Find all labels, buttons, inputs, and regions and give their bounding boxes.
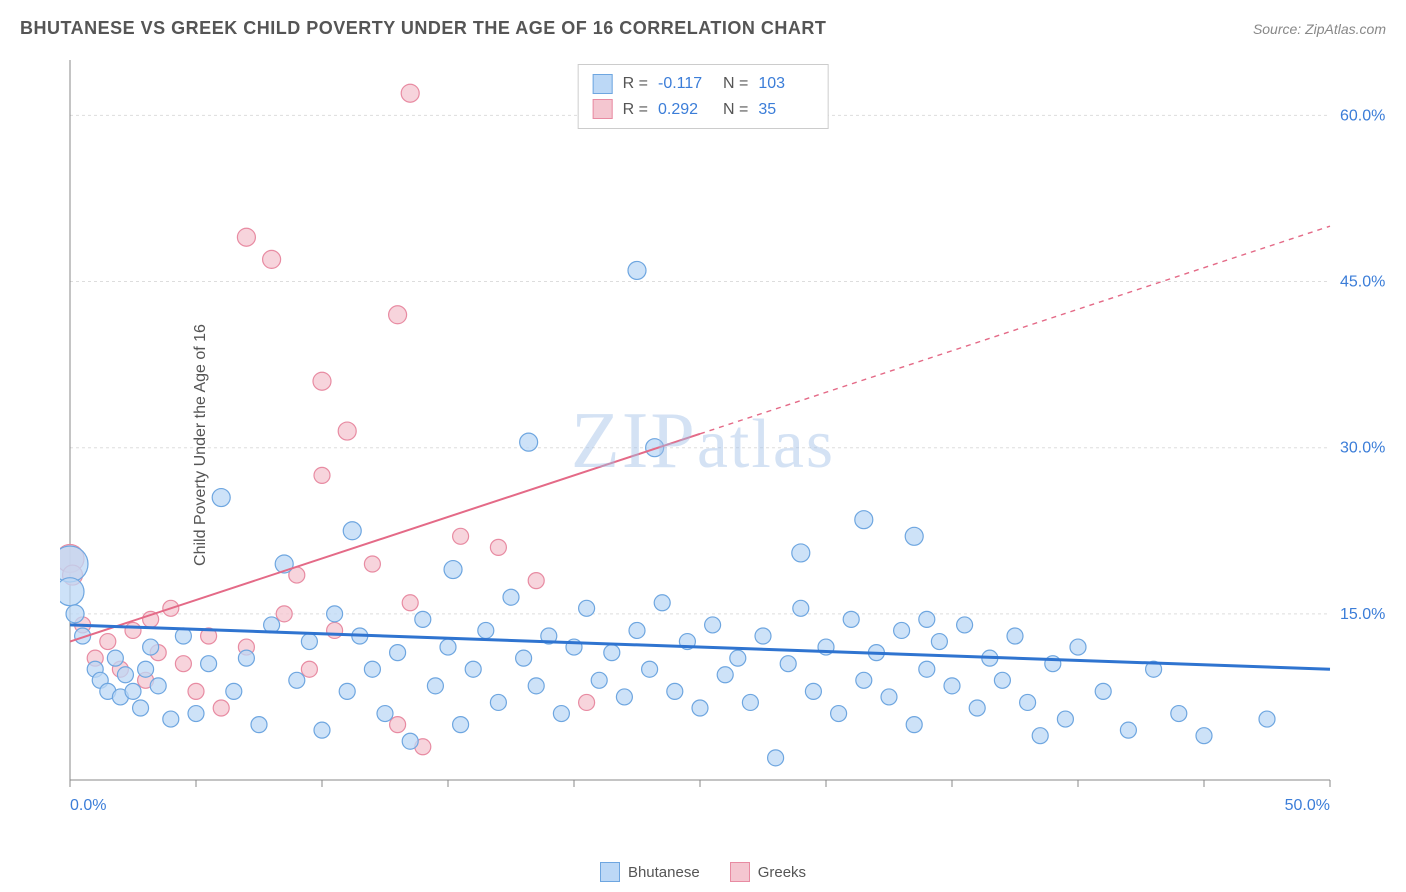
legend-item-greeks: Greeks <box>730 862 806 882</box>
stats-row-greeks: R = 0.292 N = 35 <box>593 97 814 123</box>
swatch-bhutanese <box>593 74 613 94</box>
svg-text:50.0%: 50.0% <box>1285 797 1330 814</box>
correlation-stats-box: R = -0.117 N = 103 R = 0.292 N = 35 <box>578 64 829 129</box>
svg-text:30.0%: 30.0% <box>1340 440 1385 457</box>
svg-text:15.0%: 15.0% <box>1340 606 1385 623</box>
stats-row-bhutanese: R = -0.117 N = 103 <box>593 71 814 97</box>
scatter-chart: 15.0% 30.0% 45.0% 60.0% 0.0% 50.0% <box>60 60 1390 830</box>
legend-swatch-bhutanese <box>600 862 620 882</box>
chart-source: Source: ZipAtlas.com <box>1253 21 1386 37</box>
chart-area: Child Poverty Under the Age of 16 15.0% 3… <box>60 60 1390 830</box>
svg-text:45.0%: 45.0% <box>1340 274 1385 291</box>
legend-bottom: Bhutanese Greeks <box>0 862 1406 882</box>
legend-item-bhutanese: Bhutanese <box>600 862 700 882</box>
chart-header: BHUTANESE VS GREEK CHILD POVERTY UNDER T… <box>20 18 1386 39</box>
svg-text:0.0%: 0.0% <box>70 797 106 814</box>
legend-swatch-greeks <box>730 862 750 882</box>
svg-text:60.0%: 60.0% <box>1340 107 1385 124</box>
swatch-greeks <box>593 99 613 119</box>
y-axis-label: Child Poverty Under the Age of 16 <box>192 324 210 566</box>
chart-title: BHUTANESE VS GREEK CHILD POVERTY UNDER T… <box>20 18 826 39</box>
